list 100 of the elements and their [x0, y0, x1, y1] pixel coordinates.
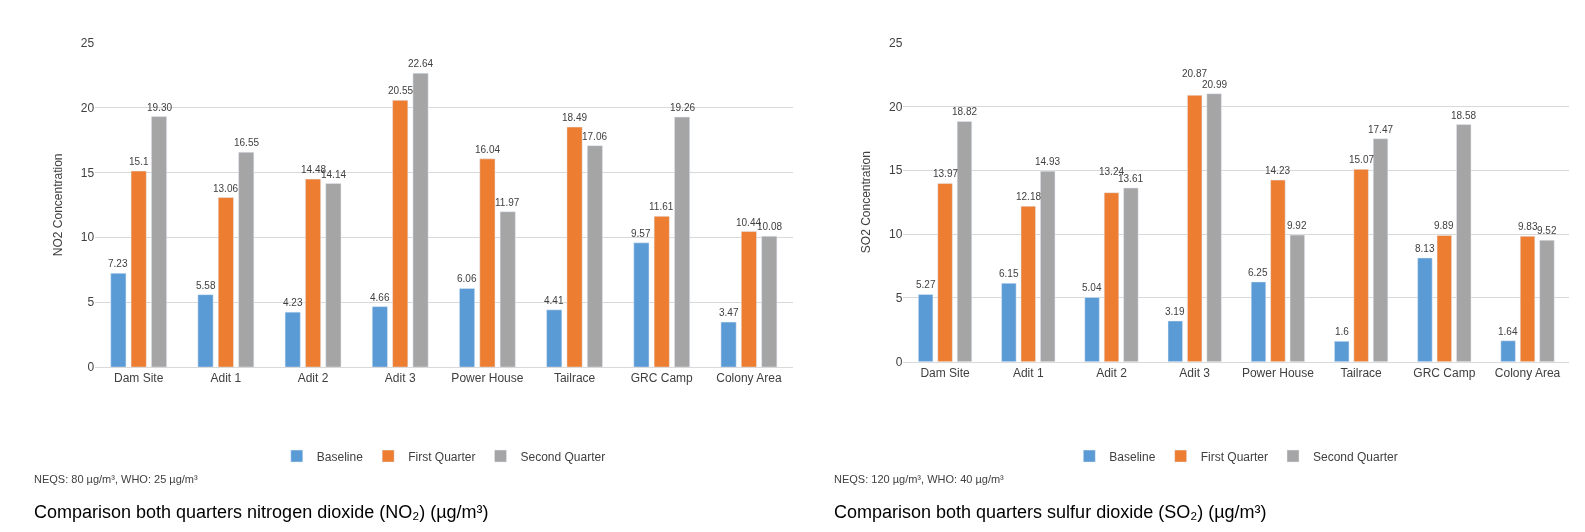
- y-axis-title: SO2 Concentration: [859, 151, 874, 254]
- x-tick-label: Dam Site: [114, 371, 164, 386]
- bar: [412, 72, 429, 368]
- bar: [1123, 187, 1139, 362]
- data-label: 15.07: [1349, 154, 1375, 165]
- bar: [459, 288, 475, 368]
- data-label: 9.83: [1518, 221, 1538, 232]
- bar: [392, 100, 409, 368]
- y-tick-label: 15: [889, 163, 903, 178]
- legend-label: First Quarter: [1200, 449, 1268, 464]
- data-label: 9.92: [1287, 220, 1307, 231]
- x-tick-label: Adit 1: [210, 371, 242, 386]
- data-label: 16.55: [234, 137, 260, 148]
- y-tick-label: 25: [889, 35, 903, 50]
- data-label: 17.47: [1368, 124, 1394, 135]
- bar: [587, 145, 603, 368]
- y-tick-label: 20: [80, 100, 95, 115]
- x-tick-label: Adit 1: [1012, 366, 1044, 381]
- bar: [1167, 320, 1183, 362]
- bar: [197, 294, 214, 368]
- data-label: 19.26: [670, 102, 696, 113]
- bar: [566, 126, 583, 368]
- x-tick-label: Adit 2: [297, 371, 329, 386]
- bar: [1373, 138, 1389, 362]
- data-label: 9.57: [631, 228, 651, 239]
- bar: [1456, 124, 1472, 362]
- bar: [761, 235, 778, 368]
- bar: [1103, 192, 1120, 362]
- bar: [130, 170, 147, 368]
- text: NEQS: 80 µg/m³, WHO: 25 µg/m³: [34, 473, 198, 485]
- data-label: 18.58: [1451, 110, 1477, 121]
- x-tick-label: Dam Site: [920, 366, 971, 381]
- bar: [720, 321, 737, 368]
- bar: [1020, 206, 1036, 362]
- data-label: 4.66: [370, 292, 390, 303]
- data-label: 6.25: [1248, 267, 1268, 278]
- x-tick-label: GRC Camp: [630, 371, 694, 386]
- x-tick-label: Power House: [451, 371, 524, 386]
- bar: [238, 152, 255, 368]
- bar: [653, 216, 670, 368]
- data-label: 20.55: [388, 85, 414, 96]
- bar: [741, 231, 757, 368]
- bar: [546, 309, 563, 368]
- bar: [1250, 281, 1267, 362]
- x-tick-label: GRC Camp: [1413, 366, 1476, 381]
- text: Comparison both quarters sulfur dioxide (SO₂) (µg/m³): [834, 502, 1267, 522]
- bar: [1520, 236, 1536, 362]
- x-tick-label: Adit 3: [1179, 366, 1211, 381]
- data-label: 14.93: [1035, 156, 1061, 167]
- data-label: 3.19: [1165, 306, 1185, 317]
- y-tick-label: 5: [895, 291, 903, 306]
- y-tick-label: 25: [80, 35, 95, 50]
- bar: [1353, 169, 1369, 362]
- data-label: 18.82: [952, 106, 978, 117]
- data-label: 5.27: [916, 279, 936, 290]
- x-tick-label: Tailrace: [553, 371, 596, 386]
- bar: [937, 183, 953, 362]
- y-tick-label: 0: [895, 354, 903, 369]
- data-label: 22.64: [408, 58, 434, 69]
- bar: [499, 211, 516, 368]
- data-label: 6.06: [457, 273, 477, 284]
- data-label: 1.64: [1498, 326, 1518, 337]
- data-label: 20.87: [1182, 68, 1208, 79]
- y-tick-label: 10: [80, 230, 95, 245]
- text: NEQS: 120 µg/m³, WHO: 40 µg/m³: [834, 473, 1005, 485]
- text: Comparison both quarters nitrogen dioxide (NO₂) (µg/m³): [34, 502, 489, 522]
- data-label: 6.15: [999, 268, 1019, 279]
- bar: [1206, 93, 1222, 362]
- y-tick-label: 20: [889, 99, 903, 114]
- data-label: 4.41: [544, 295, 564, 306]
- data-label: 3.47: [719, 307, 739, 318]
- bar: [1040, 170, 1056, 362]
- bar: [1187, 95, 1203, 362]
- data-label: 16.04: [475, 144, 501, 155]
- bar: [956, 121, 972, 362]
- legend-label: Second Quarter: [520, 449, 606, 464]
- bar: [305, 178, 321, 368]
- bar: [918, 294, 934, 362]
- data-label: 5.04: [1082, 282, 1102, 293]
- data-label: 4.23: [283, 297, 303, 308]
- data-label: 8.13: [1415, 243, 1435, 254]
- bar: [371, 306, 388, 368]
- legend-label: Baseline: [316, 449, 364, 464]
- data-label: 17.06: [582, 131, 608, 142]
- legend-label: Second Quarter: [1313, 449, 1398, 464]
- bar: [1289, 234, 1305, 362]
- y-tick-label: 15: [80, 165, 95, 180]
- bar: [151, 116, 167, 368]
- x-tick-label: Colony Area: [1494, 366, 1561, 381]
- x-tick-label: Power House: [1241, 366, 1315, 381]
- data-label: 11.97: [495, 197, 520, 208]
- data-label: 12.18: [1016, 191, 1042, 202]
- y-tick-label: 0: [87, 360, 95, 375]
- data-label: 18.49: [562, 112, 588, 123]
- bar: [1334, 341, 1350, 362]
- data-label: 9.89: [1434, 220, 1454, 231]
- bar: [633, 242, 650, 368]
- bar: [479, 158, 496, 368]
- bar: [325, 183, 342, 368]
- y-tick-label: 5: [87, 295, 95, 310]
